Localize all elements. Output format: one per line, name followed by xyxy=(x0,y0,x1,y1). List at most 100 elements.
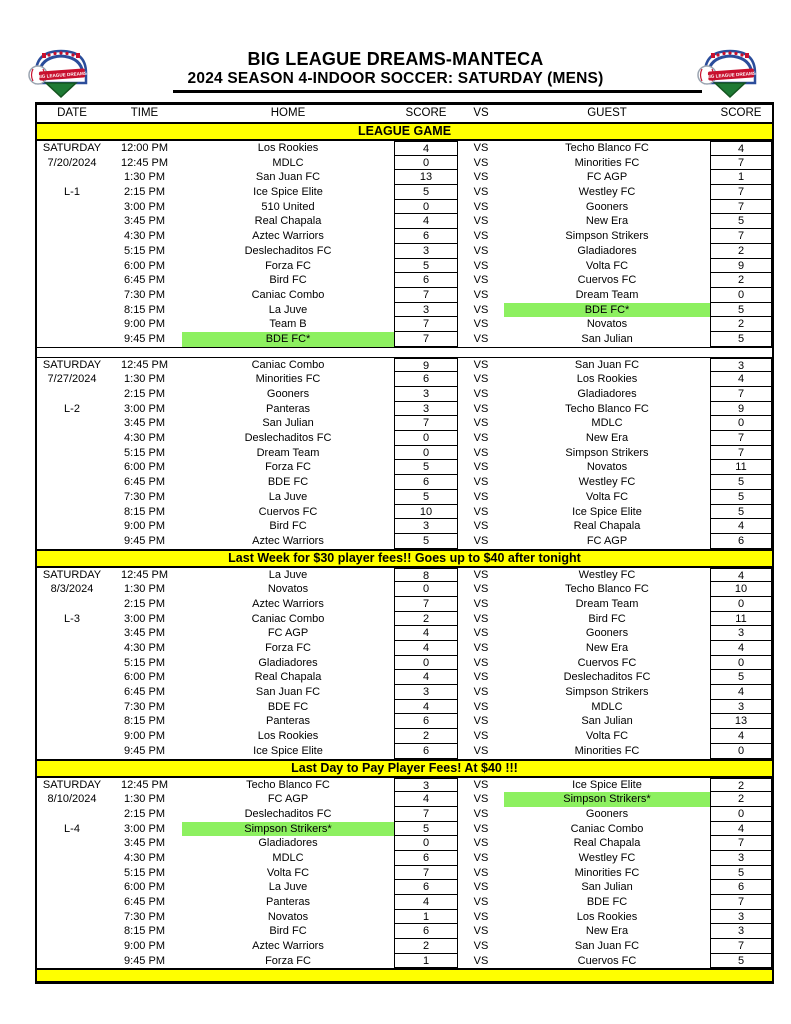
game-row: 6:45 PM Panteras 4 VS BDE FC 7 xyxy=(37,895,772,910)
home-team: Deslechaditos FC xyxy=(244,244,332,257)
home-score: 5 xyxy=(394,185,458,200)
vs-label: VS xyxy=(473,627,489,640)
svg-text:BIG LEAGUE DREAMS: BIG LEAGUE DREAMS xyxy=(37,71,87,79)
guest-team: Techo Blanco FC xyxy=(565,142,649,154)
date-cell xyxy=(37,744,107,759)
game-row: 6:00 PM Forza FC 5 VS Volta FC 9 xyxy=(37,258,772,274)
game-row: 8:15 PM Cuervos FC 10 VS Ice Spice Elite… xyxy=(37,504,772,520)
vs-label: VS xyxy=(473,230,489,243)
guest-team: Volta FC xyxy=(585,490,629,503)
game-row: 3:45 PM San Julian 7 VS MDLC 0 xyxy=(37,416,772,432)
date-cell xyxy=(37,880,107,895)
col-guest: GUEST xyxy=(587,107,627,119)
game-time: 9:45 PM xyxy=(124,332,165,345)
vs-label: VS xyxy=(473,215,489,228)
game-row: 2:15 PM Gooners 3 VS Gladiadores 7 xyxy=(37,387,772,402)
game-row: 2:15 PM Deslechaditos FC 7 VS Gooners 0 xyxy=(37,806,772,822)
vs-label: VS xyxy=(473,432,489,445)
game-row: SATURDAY 12:45 PM Techo Blanco FC 3 VS I… xyxy=(37,777,772,793)
guest-team: Bird FC xyxy=(588,612,626,625)
guest-team: Volta FC xyxy=(585,730,629,743)
home-score: 3 xyxy=(394,519,458,534)
col-vs: VS xyxy=(473,107,489,119)
game-row: 2:15 PM Aztec Warriors 7 VS Dream Team 0 xyxy=(37,596,772,612)
vs-label: VS xyxy=(473,568,489,581)
game-time: 5:15 PM xyxy=(124,446,165,459)
guest-score: 7 xyxy=(710,895,772,910)
game-row: 6:00 PM La Juve 6 VS San Julian 6 xyxy=(37,880,772,895)
guest-score: 4 xyxy=(710,141,772,156)
date-cell: L-3 xyxy=(64,612,80,625)
home-score: 4 xyxy=(394,895,458,910)
title-underline xyxy=(173,90,702,93)
vs-label: VS xyxy=(473,142,489,154)
date-cell xyxy=(37,259,107,274)
game-row: 8:15 PM La Juve 3 VS BDE FC* 5 xyxy=(37,302,772,318)
guest-score: 5 xyxy=(710,953,772,969)
home-score: 4 xyxy=(394,641,458,656)
home-team: Ice Spice Elite xyxy=(253,744,323,757)
home-score: 4 xyxy=(394,699,458,715)
date-cell xyxy=(37,685,107,700)
game-row: L-2 3:00 PM Panteras 3 VS Techo Blanco F… xyxy=(37,401,772,417)
guest-team: Westley FC xyxy=(578,476,636,489)
home-score: 7 xyxy=(394,317,458,332)
guest-score: 4 xyxy=(710,372,772,387)
guest-score: 6 xyxy=(710,880,772,895)
vs-label: VS xyxy=(473,417,489,430)
date-cell xyxy=(37,626,107,641)
guest-team: BDE FC xyxy=(586,896,628,908)
guest-team: Minorities FC xyxy=(574,744,640,757)
game-time: 9:45 PM xyxy=(124,534,165,547)
home-score: 1 xyxy=(394,953,458,969)
guest-score: 3 xyxy=(710,699,772,715)
game-time: 3:45 PM xyxy=(124,627,165,640)
game-row: 9:00 PM Team B 7 VS Novatos 2 xyxy=(37,317,772,332)
guest-team: Gooners xyxy=(585,200,629,213)
guest-team: San Julian xyxy=(581,881,633,894)
date-cell: 8/3/2024 xyxy=(50,583,94,596)
date-cell: 7/27/2024 xyxy=(47,373,97,386)
game-row: 9:45 PM Aztec Warriors 5 VS FC AGP 6 xyxy=(37,533,772,549)
home-team: Aztec Warriors xyxy=(252,230,324,243)
guest-team: New Era xyxy=(585,925,629,938)
guest-team: New Era xyxy=(585,642,629,654)
vs-label: VS xyxy=(473,851,489,864)
game-time: 8:15 PM xyxy=(124,303,165,316)
vs-label: VS xyxy=(473,940,489,953)
guest-team: Real Chapala xyxy=(573,837,641,850)
vs-label: VS xyxy=(473,476,489,489)
guest-score: 3 xyxy=(710,626,772,641)
guest-team: Cuervos FC xyxy=(577,656,637,669)
home-score: 7 xyxy=(394,806,458,822)
home-score: 4 xyxy=(394,626,458,641)
vs-label: VS xyxy=(473,259,489,272)
game-row: 5:15 PM Gladiadores 0 VS Cuervos FC 0 xyxy=(37,655,772,671)
guest-score: 13 xyxy=(710,714,772,730)
guest-team: Gladiadores xyxy=(577,388,637,400)
game-time: 12:00 PM xyxy=(120,142,169,154)
home-team: Gladiadores xyxy=(258,656,318,669)
date-cell xyxy=(37,729,107,744)
guest-team: Gladiadores xyxy=(577,244,637,257)
date-cell: L-4 xyxy=(64,822,80,835)
guest-team: FC AGP xyxy=(586,171,628,184)
game-time: 3:00 PM xyxy=(124,402,165,415)
vs-label: VS xyxy=(473,597,489,610)
game-time: 12:45 PM xyxy=(120,568,169,581)
guest-team: Novatos xyxy=(586,318,628,331)
game-time: 6:00 PM xyxy=(124,671,165,684)
guest-team: Cuervos FC xyxy=(577,274,637,287)
date-cell: SATURDAY xyxy=(42,568,102,581)
guest-score: 2 xyxy=(710,243,772,259)
empty-yellow-bar xyxy=(37,969,772,983)
home-score: 3 xyxy=(394,302,458,318)
date-cell xyxy=(37,244,107,259)
date-cell xyxy=(37,597,107,612)
guest-team: Cuervos FC xyxy=(577,954,637,967)
guest-score: 6 xyxy=(710,533,772,549)
guest-team: Minorities FC xyxy=(574,866,640,879)
game-row: 8:15 PM Bird FC 6 VS New Era 3 xyxy=(37,924,772,940)
game-time: 8:15 PM xyxy=(124,715,165,728)
home-team: Cuervos FC xyxy=(258,505,318,518)
